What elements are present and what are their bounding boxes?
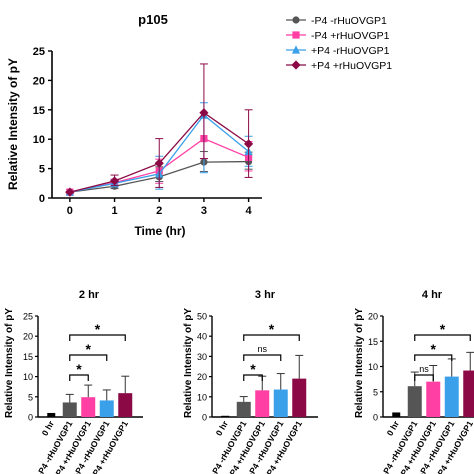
bar-chart-category-label: 0 hr xyxy=(385,418,402,437)
bar xyxy=(99,400,114,417)
bar-chart-y-tick-label: 15 xyxy=(23,352,33,362)
bar xyxy=(81,397,96,417)
significance-bracket xyxy=(69,334,126,341)
bar-chart-2hr-title: 2 hr xyxy=(79,289,100,301)
bar-chart-y-tick-label: 15 xyxy=(368,337,378,347)
legend-label: +P4 -rHuOVGP1 xyxy=(311,45,390,57)
legend-marker xyxy=(291,60,301,70)
line-chart-x-tick-label: 1 xyxy=(111,205,117,217)
bar-chart-y-tick-label: 10 xyxy=(197,392,207,402)
bar-chart-y-tick-label: 5 xyxy=(28,392,33,402)
significance-label: ns xyxy=(419,364,429,374)
bar xyxy=(407,386,422,417)
data-point xyxy=(199,108,209,118)
significance-label: * xyxy=(431,341,437,357)
significance-bracket xyxy=(243,374,263,381)
bar-chart-y-tick-label: 5 xyxy=(373,387,378,397)
line-chart-plot-area: 0 5 10 15 20 25 0 1 2 3 4 xyxy=(33,46,262,217)
bar-chart-y-tick-label: 10 xyxy=(368,362,378,372)
significance-bracket xyxy=(414,334,471,341)
line-chart-p105: p105 Relative Intensity of pY Time (hr) … xyxy=(6,12,392,238)
bar-chart-2hr-ylabel: Relative Intensity of pY xyxy=(4,308,15,418)
significance-label: * xyxy=(95,321,101,337)
bar-chart-y-tick-label: 20 xyxy=(197,372,207,382)
bar-chart-4hr-ylabel: Relative Intensity of pY xyxy=(354,308,365,418)
bar-chart-y-tick-label: 40 xyxy=(197,332,207,342)
line-chart-x-tick-label: 2 xyxy=(156,205,162,217)
bar xyxy=(444,376,459,417)
significance-bracket xyxy=(414,354,453,361)
line-chart-legend: -P4 -rHuOVGP1 -P4 +rHuOVGP1 +P4 -rHuOVGP1 +… xyxy=(286,15,392,72)
significance-label: * xyxy=(440,321,446,337)
legend-marker xyxy=(291,45,301,54)
bar xyxy=(255,390,270,417)
bar-chart-y-tick-label: 10 xyxy=(23,372,33,382)
data-point xyxy=(109,176,120,186)
legend-marker xyxy=(292,16,300,24)
bar xyxy=(426,381,441,417)
significance-bracket xyxy=(243,354,282,361)
significance-bracket xyxy=(69,354,108,361)
line-chart-x-tick-label: 3 xyxy=(201,205,207,217)
legend-label: -P4 -rHuOVGP1 xyxy=(311,15,387,27)
line-chart-y-tick-label: 10 xyxy=(33,134,45,146)
bar xyxy=(236,401,251,417)
line-chart-y-tick-label: 20 xyxy=(33,75,45,87)
legend-marker xyxy=(292,31,300,39)
bar-chart-3hr-ylabel: Relative Intensity of pY xyxy=(183,308,194,418)
bar-chart-3hr-title: 3 hr xyxy=(255,289,276,301)
bar-chart-y-tick-label: 25 xyxy=(23,312,33,322)
bar-chart-y-tick-label: 0 xyxy=(28,413,33,423)
bar xyxy=(62,402,77,417)
significance-label: * xyxy=(269,321,275,337)
bar xyxy=(118,393,133,417)
data-point xyxy=(154,158,164,168)
bar xyxy=(463,370,474,417)
bar-chart-2hr: 2 hr Relative Intensity of pY 0 5 10 15 20 25… xyxy=(4,289,143,474)
line-chart-x-tick-label: 4 xyxy=(246,205,253,217)
line-chart-x-tick-label: 0 xyxy=(67,205,73,217)
bar xyxy=(273,389,288,417)
legend-label: +P4 +rHuOVGP1 xyxy=(311,60,392,72)
bar xyxy=(221,415,230,417)
bar-chart-y-tick-label: 0 xyxy=(373,413,378,423)
significance-bracket xyxy=(414,374,434,381)
bar xyxy=(47,412,56,417)
bar-chart-category-label: 0 hr xyxy=(40,418,57,437)
bar-chart-y-tick-label: 20 xyxy=(368,312,378,322)
significance-label: ns xyxy=(257,344,267,354)
bar-chart-y-tick-label: 30 xyxy=(197,352,207,362)
significance-label: * xyxy=(250,361,256,377)
bar-chart-4hr-title: 4 hr xyxy=(422,289,443,301)
line-chart-y-tick-label: 25 xyxy=(33,46,45,58)
bar-chart-4hr: 4 hr Relative Intensity of pY 0 5 10 15 20 0 … xyxy=(354,289,474,474)
data-point xyxy=(65,187,75,197)
bar-chart-category-label: 0 hr xyxy=(214,418,231,437)
bar-chart-y-tick-label: 20 xyxy=(23,332,33,342)
bar-chart-y-tick-label: 0 xyxy=(202,413,207,423)
significance-bracket xyxy=(69,374,89,381)
line-chart-y-tick-label: 0 xyxy=(39,193,45,205)
bar-chart-3hr: 3 hr Relative Intensity of pY 0 10 20 30 40 5… xyxy=(183,289,318,474)
bar xyxy=(392,412,401,417)
legend-label: -P4 +rHuOVGP1 xyxy=(311,30,390,42)
line-chart-ylabel: Relative Intensity of pY xyxy=(6,58,20,190)
line-chart-xlabel: Time (hr) xyxy=(134,224,185,238)
data-point xyxy=(243,139,254,149)
bar-chart-y-tick-label: 50 xyxy=(197,312,207,322)
significance-label: * xyxy=(86,341,92,357)
line-chart-title: p105 xyxy=(138,12,168,27)
line-chart-y-tick-label: 15 xyxy=(33,105,45,117)
significance-label: * xyxy=(76,361,82,377)
line-chart-y-tick-label: 5 xyxy=(39,164,45,176)
line-series-3 xyxy=(65,63,254,197)
significance-bracket xyxy=(243,334,300,341)
bar xyxy=(292,378,307,417)
